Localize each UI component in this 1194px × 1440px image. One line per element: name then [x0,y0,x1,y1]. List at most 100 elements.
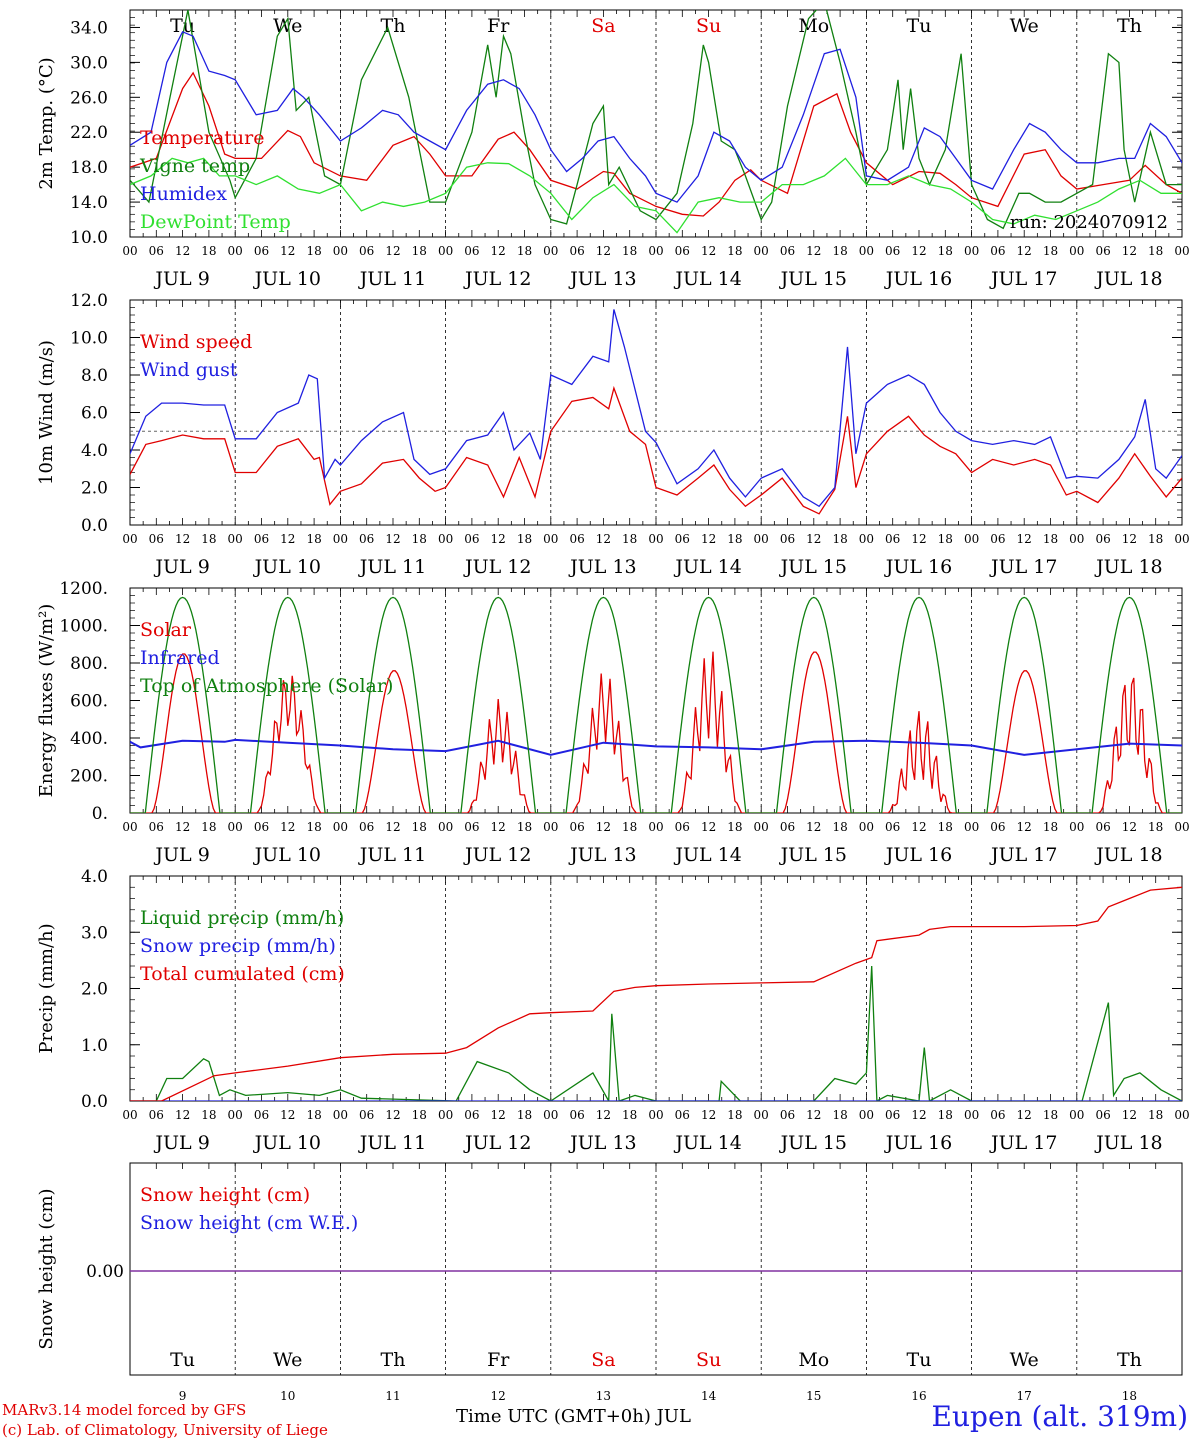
hour-tick-label: 00 [754,244,769,258]
hour-tick-label: 12 [701,1108,716,1122]
hour-tick-label: 00 [1069,532,1084,546]
hour-tick-label: 06 [149,532,164,546]
weekday-label: Tu [170,1349,195,1371]
y-tick-label: 3.0 [81,923,108,943]
weekday-label: We [273,1349,302,1371]
hour-tick-label: 06 [675,532,690,546]
hour-tick-label: 18 [412,532,427,546]
series-line-top-of-atmosphere-solar- [130,596,1182,813]
day-label: JUL 13 [568,268,636,290]
hour-tick-label: 18 [306,244,321,258]
hour-tick-label: 06 [569,244,584,258]
y-tick-label: 4.0 [81,867,108,887]
hour-tick-label: 00 [543,532,558,546]
hour-tick-label: 00 [1069,1108,1084,1122]
series-line-temperature [130,71,1182,217]
hour-tick-label: 12 [280,820,295,834]
hour-tick-label: 00 [333,244,348,258]
hour-tick-label: 06 [675,244,690,258]
hour-tick-label: 00 [859,532,874,546]
y-tick-label: 30.0 [70,53,108,73]
hour-tick-label: 00 [648,1108,663,1122]
hour-tick-label: 00 [754,820,769,834]
hour-tick-label: 06 [1095,820,1110,834]
hour-tick-label: 06 [885,244,900,258]
legend-label: Total cumulated (cm) [140,963,345,985]
weekday-label: Th [1117,15,1142,37]
day-label: JUL 17 [989,844,1057,866]
hour-tick-label: 00 [122,820,137,834]
y-tick-label: 10.0 [70,228,108,248]
y-axis-label: 2m Temp. (°C) [36,57,57,189]
hour-tick-label: 12 [911,244,926,258]
legend-label: Temperature [140,127,264,149]
y-tick-label: 2.0 [81,980,108,1000]
day-label: JUL 12 [463,268,531,290]
hour-tick-label: 18 [622,1108,637,1122]
hour-tick-label: 06 [359,244,374,258]
day-label: JUL 17 [989,268,1057,290]
day-label: JUL 13 [568,844,636,866]
day-label: JUL 15 [779,556,847,578]
day-label: JUL 18 [1094,844,1162,866]
legend-label: Liquid precip (mm/h) [140,907,344,929]
weekday-label: Th [381,15,406,37]
hour-tick-label: 12 [1122,1108,1137,1122]
hour-tick-label: 06 [569,820,584,834]
y-tick-label: 18.0 [70,158,108,178]
hour-tick-label: 06 [464,1108,479,1122]
hour-tick-label: 12 [911,532,926,546]
hour-tick-label: 18 [412,820,427,834]
day-label: JUL 15 [779,1132,847,1154]
day-label: JUL 16 [884,1132,952,1154]
day-label: JUL 10 [253,844,321,866]
y-axis-label: 10m Wind (m/s) [36,340,57,485]
day-number-label: 17 [1017,1389,1032,1403]
hour-tick-label: 18 [832,532,847,546]
y-tick-label: 1200. [59,579,108,599]
hour-tick-label: 18 [306,820,321,834]
hour-tick-label: 00 [543,1108,558,1122]
weekday-label: Tu [907,15,932,37]
hour-tick-label: 12 [280,1108,295,1122]
credits: MARv3.14 model forced by GFS (c) Lab. of… [2,1400,328,1440]
hour-tick-label: 12 [280,532,295,546]
hour-tick-label: 06 [885,820,900,834]
hour-tick-label: 18 [1043,532,1058,546]
legend-label: Top of Atmosphere (Solar) [140,675,393,697]
y-tick-label: 34.0 [70,18,108,38]
day-label: JUL 16 [884,268,952,290]
hour-tick-label: 06 [569,1108,584,1122]
hour-tick-label: 00 [1069,244,1084,258]
y-axis-label: Energy fluxes (W/m²) [36,604,57,798]
hour-tick-label: 12 [491,244,506,258]
weekday-label: Fr [487,15,510,37]
day-number-label: 9 [179,1389,187,1403]
credit-line-2: (c) Lab. of Climatology, University of L… [2,1421,328,1439]
day-label: JUL 17 [989,556,1057,578]
day-label: JUL 12 [463,556,531,578]
hour-tick-label: 12 [1122,820,1137,834]
hour-tick-label: 12 [596,1108,611,1122]
hour-tick-label: 00 [859,820,874,834]
y-tick-label: 14.0 [70,193,108,213]
y-tick-label: 800. [70,654,108,674]
legend-label: Wind speed [140,331,252,353]
hour-tick-label: 06 [885,532,900,546]
hour-tick-label: 06 [1095,244,1110,258]
day-label: JUL 18 [1094,1132,1162,1154]
day-label: JUL 13 [568,1132,636,1154]
hour-tick-label: 06 [780,1108,795,1122]
y-tick-label: 12.0 [70,291,108,311]
hour-tick-label: 00 [1174,532,1189,546]
y-tick-label: 1.0 [81,1036,108,1056]
hour-tick-label: 00 [1174,244,1189,258]
weekday-label: Mo [798,1349,829,1371]
hour-tick-label: 00 [228,820,243,834]
series-line-infrared [130,738,1182,756]
hour-tick-label: 00 [1069,820,1084,834]
hour-tick-label: 06 [990,244,1005,258]
hour-tick-label: 12 [385,244,400,258]
hour-tick-label: 06 [675,1108,690,1122]
